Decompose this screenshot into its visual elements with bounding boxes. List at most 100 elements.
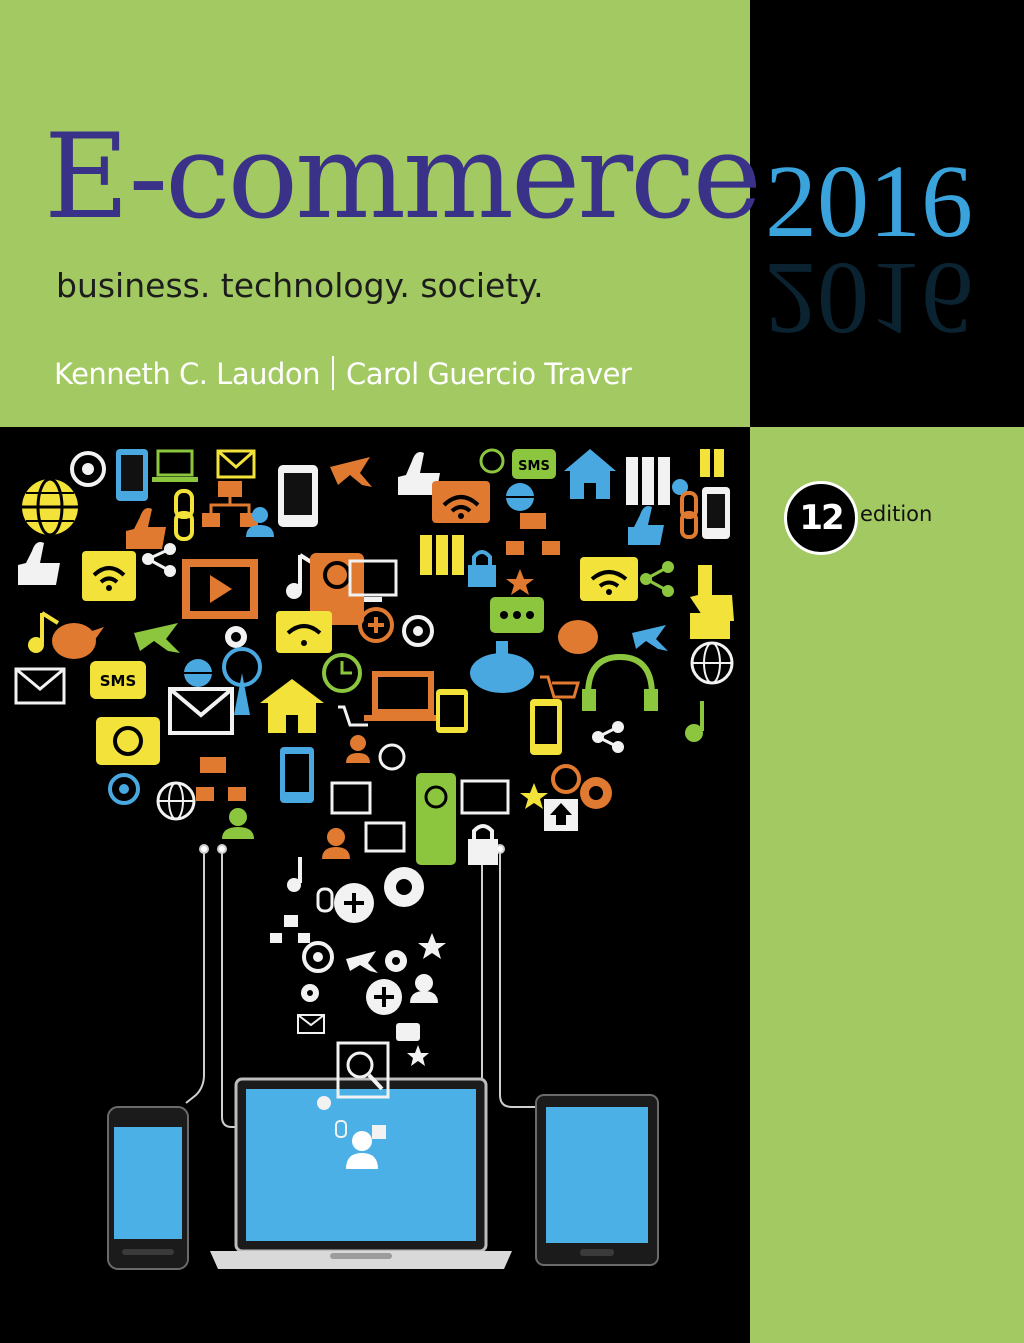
sms-label-top: SMS (518, 459, 550, 474)
sitemap-icon (270, 915, 310, 943)
share-icon (640, 561, 674, 597)
edition-label: edition (860, 502, 933, 526)
video-player-icon (182, 559, 258, 619)
lock-icon (468, 824, 498, 865)
book-year: 2016 (765, 144, 973, 259)
share-icon (592, 721, 624, 753)
star-icon (520, 783, 548, 809)
star-icon (418, 933, 446, 959)
cursor-hand-icon (690, 565, 734, 621)
bird-icon (558, 620, 598, 654)
home-icon (564, 449, 616, 499)
server-icon (700, 449, 724, 477)
smartphone-icon (107, 1106, 189, 1270)
thumbs-up-icon (398, 452, 440, 495)
side-green-panel (750, 427, 1024, 1343)
gear-icon (384, 867, 424, 907)
globe-icon (506, 483, 534, 511)
tablet-icon (535, 1094, 659, 1266)
book-authors: Kenneth C. Laudon Carol Guercio Traver (54, 356, 632, 391)
wifi-icon (82, 551, 136, 601)
shopping-cart-icon (540, 675, 580, 699)
monitor-icon (348, 559, 398, 602)
gear-icon (385, 950, 407, 972)
edition-badge: 12 (784, 481, 858, 555)
chat-bubble-icon (490, 597, 544, 633)
user-icon (346, 1131, 378, 1169)
thumbs-up-icon (126, 508, 166, 549)
globe-icon (690, 641, 734, 685)
airplane-icon (330, 457, 372, 487)
globe-icon (22, 477, 78, 537)
top-green-panel (0, 0, 750, 427)
gear-icon (580, 777, 612, 809)
smartphone-icon (116, 449, 148, 501)
wifi-icon (276, 611, 332, 653)
smartphone-icon (702, 487, 730, 539)
lock-icon (468, 550, 496, 587)
server-icon (420, 535, 464, 575)
star-icon (506, 569, 534, 595)
home-icon (260, 679, 324, 733)
upload-icon (544, 799, 578, 831)
envelope-icon (168, 687, 234, 735)
envelope-icon (297, 1014, 325, 1034)
magnifier-plus-icon (336, 1041, 390, 1099)
author-laudon: Kenneth C. Laudon (54, 357, 321, 391)
magnifier-plus-icon (334, 883, 374, 923)
monitor-icon (330, 781, 372, 815)
sms-bubble-icon: SMS (512, 449, 556, 479)
airplane-icon (134, 623, 180, 653)
at-sign-icon (402, 615, 434, 647)
user-icon (322, 828, 350, 859)
camera-icon (416, 773, 456, 865)
author-traver: Carol Guercio Traver (346, 357, 632, 391)
user-icon (672, 479, 688, 495)
book-subtitle: business. technology. society. (56, 266, 544, 305)
envelope-icon (14, 667, 66, 705)
share-icon (142, 543, 176, 577)
sitemap-icon (506, 513, 560, 555)
chain-link-icon (680, 491, 698, 539)
smartphone-icon (530, 699, 562, 755)
book-year-reflection: 2016 (765, 241, 973, 356)
user-group-icon (222, 808, 254, 839)
shopping-cart-icon (338, 705, 368, 727)
star-icon (407, 1045, 429, 1066)
bird-icon (52, 623, 104, 659)
edition-number: 12 (799, 498, 844, 538)
airplane-icon (346, 951, 378, 973)
clock-icon (322, 653, 362, 693)
radio-tower-icon (222, 647, 262, 715)
globe-icon (184, 659, 212, 687)
cloud-download-icon (470, 641, 534, 693)
camera-icon (96, 717, 160, 765)
chain-link-icon (174, 489, 194, 541)
sms-label-left: SMS (100, 672, 137, 690)
server-icon (626, 457, 670, 505)
music-note-icon (28, 611, 60, 653)
user-group-icon (410, 974, 438, 1003)
gear-icon (225, 626, 247, 648)
book-title: E-commerce (44, 108, 762, 245)
icon-funnel-illustration: SMS (14, 448, 734, 1270)
laptop-icon (152, 449, 198, 482)
sitemap-icon (202, 481, 258, 527)
smartphone-icon (280, 747, 314, 803)
sms-bubble-icon: SMS (90, 661, 146, 699)
music-note-icon (685, 701, 704, 742)
gear-icon (301, 984, 319, 1002)
folder-icon (690, 613, 730, 639)
chain-link-icon (335, 1120, 347, 1138)
sitemap-icon (196, 757, 246, 801)
top-black-panel (750, 0, 1024, 427)
thumbs-up-icon (18, 542, 60, 585)
laptop-icon (210, 1077, 512, 1269)
airplane-icon (632, 625, 668, 651)
envelope-icon (216, 449, 256, 479)
at-sign-icon (378, 743, 406, 771)
music-note-icon (286, 553, 318, 599)
at-sign-icon (551, 764, 581, 794)
tablet-icon (436, 689, 468, 733)
